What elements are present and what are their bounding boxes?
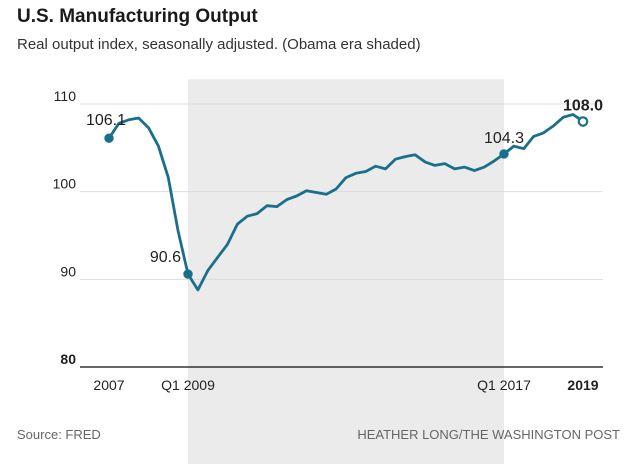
y-tick-label: 110 <box>54 88 77 104</box>
data-label: 108.0 <box>563 98 603 115</box>
y-tick-label: 90 <box>60 263 76 279</box>
data-point-marker <box>577 116 589 127</box>
y-tick-label: 100 <box>53 176 77 192</box>
chart-title: U.S. Manufacturing Output <box>17 6 258 27</box>
data-label: 106.1 <box>86 112 126 129</box>
shaded-region <box>188 79 504 464</box>
x-tick-label: 2007 <box>93 377 124 393</box>
y-tick-label: 80 <box>60 351 76 367</box>
data-point-marker <box>183 269 193 279</box>
data-point-marker <box>499 149 509 159</box>
author-credit: HEATHER LONG/THE WASHINGTON POST <box>357 427 620 442</box>
data-label: 104.3 <box>484 130 524 147</box>
source-note: Source: FRED <box>17 427 101 442</box>
x-tick-label: Q1 2009 <box>161 377 215 393</box>
data-point-marker <box>104 133 114 143</box>
chart-subtitle: Real output index, seasonally adjusted. … <box>17 36 421 53</box>
x-tick-label: Q1 2017 <box>477 377 531 393</box>
x-tick-label: 2019 <box>567 377 598 393</box>
data-label: 90.6 <box>150 249 181 266</box>
